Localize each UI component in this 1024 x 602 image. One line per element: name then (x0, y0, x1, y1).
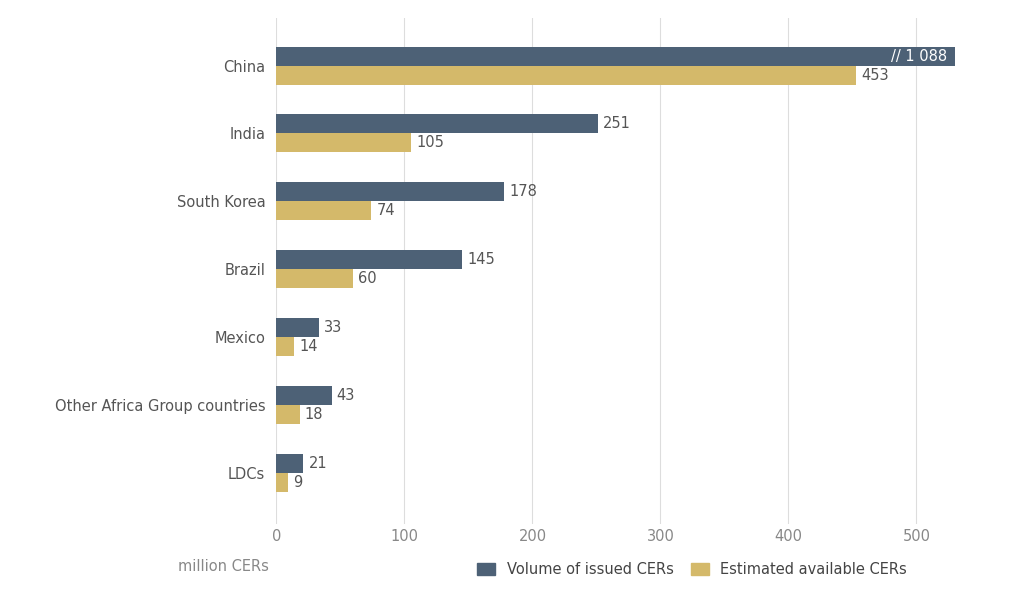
Bar (276, 250, 462, 269)
Text: 105: 105 (416, 135, 443, 150)
Text: 33: 33 (324, 320, 342, 335)
Legend: Volume of issued CERs, Estimated available CERs: Volume of issued CERs, Estimated availab… (477, 562, 907, 577)
Bar (276, 318, 318, 337)
Text: 18: 18 (305, 407, 324, 422)
Text: 251: 251 (603, 116, 631, 131)
Text: 9: 9 (293, 475, 302, 490)
Bar (276, 114, 598, 134)
Bar (276, 269, 353, 288)
Bar (276, 66, 856, 84)
Bar (276, 386, 332, 405)
Text: 74: 74 (377, 203, 395, 219)
Bar (276, 201, 371, 220)
Text: 178: 178 (509, 184, 538, 199)
Text: 60: 60 (358, 272, 377, 286)
Text: 145: 145 (467, 252, 495, 267)
Bar (276, 473, 288, 492)
Text: 453: 453 (861, 67, 889, 82)
Text: 21: 21 (308, 456, 327, 471)
Bar (276, 337, 295, 356)
Text: 43: 43 (337, 388, 355, 403)
Bar (276, 405, 300, 424)
Bar (276, 454, 303, 473)
Bar (276, 134, 411, 152)
Text: million CERs: million CERs (178, 559, 269, 574)
Text: 14: 14 (300, 339, 318, 354)
Bar (276, 46, 954, 66)
Bar (276, 182, 504, 201)
Text: // 1 088: // 1 088 (891, 49, 947, 64)
